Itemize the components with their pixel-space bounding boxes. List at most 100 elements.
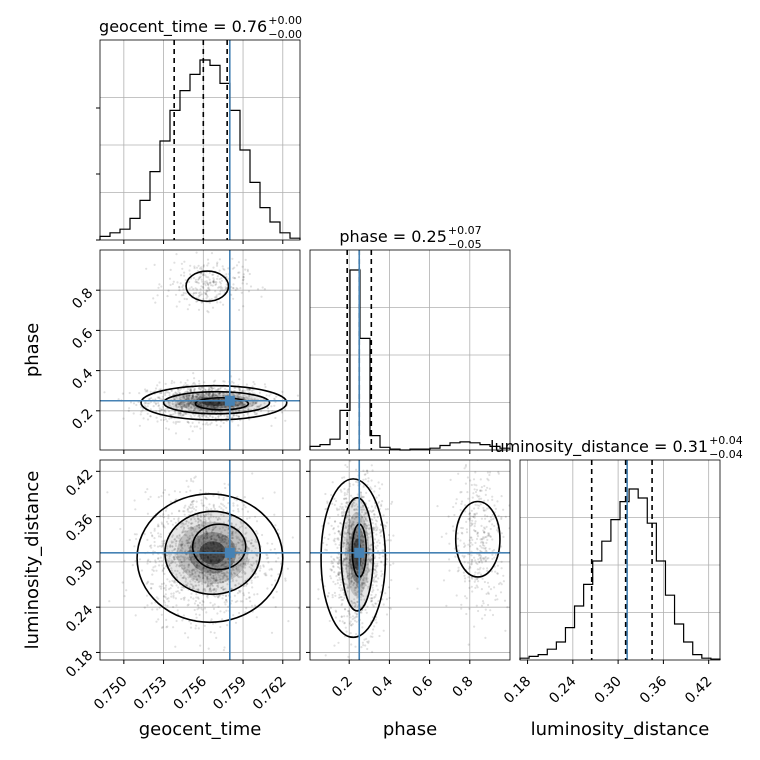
sample-point [369,561,372,564]
sample-point [215,281,218,284]
sample-point [361,506,364,509]
sample-point [221,265,224,268]
sample-point [216,570,219,573]
sample-point [343,497,346,500]
sample-point [216,405,219,408]
sample-point [189,622,193,625]
sample-point [347,543,350,546]
sample-point [212,266,215,269]
sample-point [384,508,387,511]
sample-point [238,557,241,560]
sample-point [472,515,475,518]
sample-point [208,409,211,413]
sample-point [189,388,192,391]
sample-point [195,288,199,291]
sample-point [219,292,222,295]
sample-point [470,554,473,557]
sample-point [161,625,164,629]
sample-point [250,389,254,392]
sample-point [223,611,226,614]
sample-point [330,577,333,580]
sample-point [190,397,193,400]
sample-point [208,503,211,506]
sample-point [341,476,344,479]
sample-point [344,464,347,467]
sample-point [213,394,216,397]
sample-point [362,557,365,560]
sample-point [222,539,225,542]
sample-point [482,537,485,540]
sample-point [329,607,332,610]
sample-point [179,397,182,400]
sample-point [481,537,484,541]
sample-point [480,555,483,558]
sample-point [183,566,186,570]
sample-point [347,529,350,532]
sample-point [354,531,357,534]
sample-point [162,418,165,421]
sample-point [365,527,368,530]
sample-point [212,394,215,398]
sample-point [337,525,340,528]
sample-point [209,513,212,516]
sample-point [170,540,173,543]
sample-point [339,589,342,592]
sample-point [486,581,490,584]
sample-point [183,598,186,601]
sample-point [340,507,343,510]
sample-point [210,252,214,255]
sample-point [488,532,491,535]
sample-point [206,576,209,580]
sample-point [363,515,366,519]
sample-point [483,499,486,502]
sample-point [355,511,358,515]
sample-point [187,407,190,410]
sample-point [336,565,339,569]
sample-point [241,508,244,511]
sample-point [173,396,176,399]
sample-point [472,529,476,532]
sample-point [175,539,178,543]
sample-point [225,419,228,423]
sample-point [346,541,350,545]
sample-point [222,521,225,524]
sample-point [219,401,222,404]
sample-point [206,402,209,405]
sample-point [211,405,214,408]
sample-point [215,264,219,267]
sample-point [184,404,187,407]
sample-point [158,396,161,399]
sample-point [231,533,234,536]
sample-point [476,586,479,589]
sample-point [212,401,215,404]
sample-point [378,501,381,504]
sample-point [465,612,468,616]
sample-point [489,527,492,531]
sample-point [362,578,365,581]
sample-point [202,394,205,397]
sample-point [189,425,192,428]
axes-frame [99,459,301,661]
sample-point [200,408,204,411]
sample-point [201,560,204,563]
sample-point [189,489,192,492]
sample-point [206,545,209,548]
sample-point [370,505,373,508]
sample-point [348,482,351,485]
sample-point [482,557,485,560]
sample-point [479,556,482,560]
sample-point [342,508,345,511]
sample-point [169,545,172,549]
sample-point [211,546,214,550]
sample-point [368,527,371,530]
sample-point [464,510,467,513]
sample-point [344,524,347,528]
sample-point [170,561,173,564]
sample-point [135,533,138,536]
sample-point [254,515,257,518]
sample-point [145,267,148,270]
sample-point [259,565,262,568]
sample-point [185,403,189,406]
sample-point [180,588,183,592]
sample-point [196,398,199,401]
